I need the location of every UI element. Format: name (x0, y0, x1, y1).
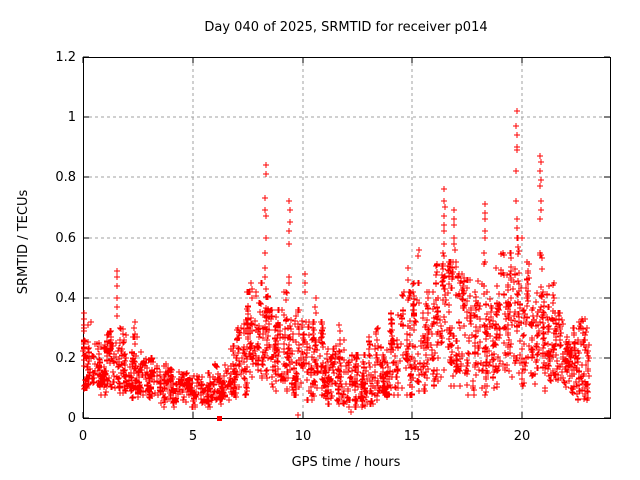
x-tick-label-10: 10 (295, 429, 312, 444)
x-tick-label-15: 15 (404, 429, 421, 444)
axis-square-point (217, 416, 222, 421)
scatter-points (80, 108, 592, 418)
y-tick-label-0.2: 0.2 (55, 351, 76, 366)
y-axis-label: SRMTID / TECUs (16, 190, 31, 295)
x-axis-label: GPS time / hours (292, 455, 401, 470)
y-tick-label-0: 0 (68, 411, 76, 426)
x-tick-label-0: 0 (79, 429, 87, 444)
y-tick-label-0.8: 0.8 (55, 170, 76, 185)
chart-title: Day 040 of 2025, SRMTID for receiver p01… (204, 20, 487, 35)
y-tick-label-1: 1 (68, 110, 76, 125)
y-tick-label-1.2: 1.2 (55, 50, 76, 65)
plot-border (83, 57, 611, 419)
x-tick-label-5: 5 (189, 429, 197, 444)
x-tick-label-20: 20 (514, 429, 531, 444)
y-tick-label-0.4: 0.4 (55, 291, 76, 306)
y-tick-label-0.6: 0.6 (55, 231, 76, 246)
